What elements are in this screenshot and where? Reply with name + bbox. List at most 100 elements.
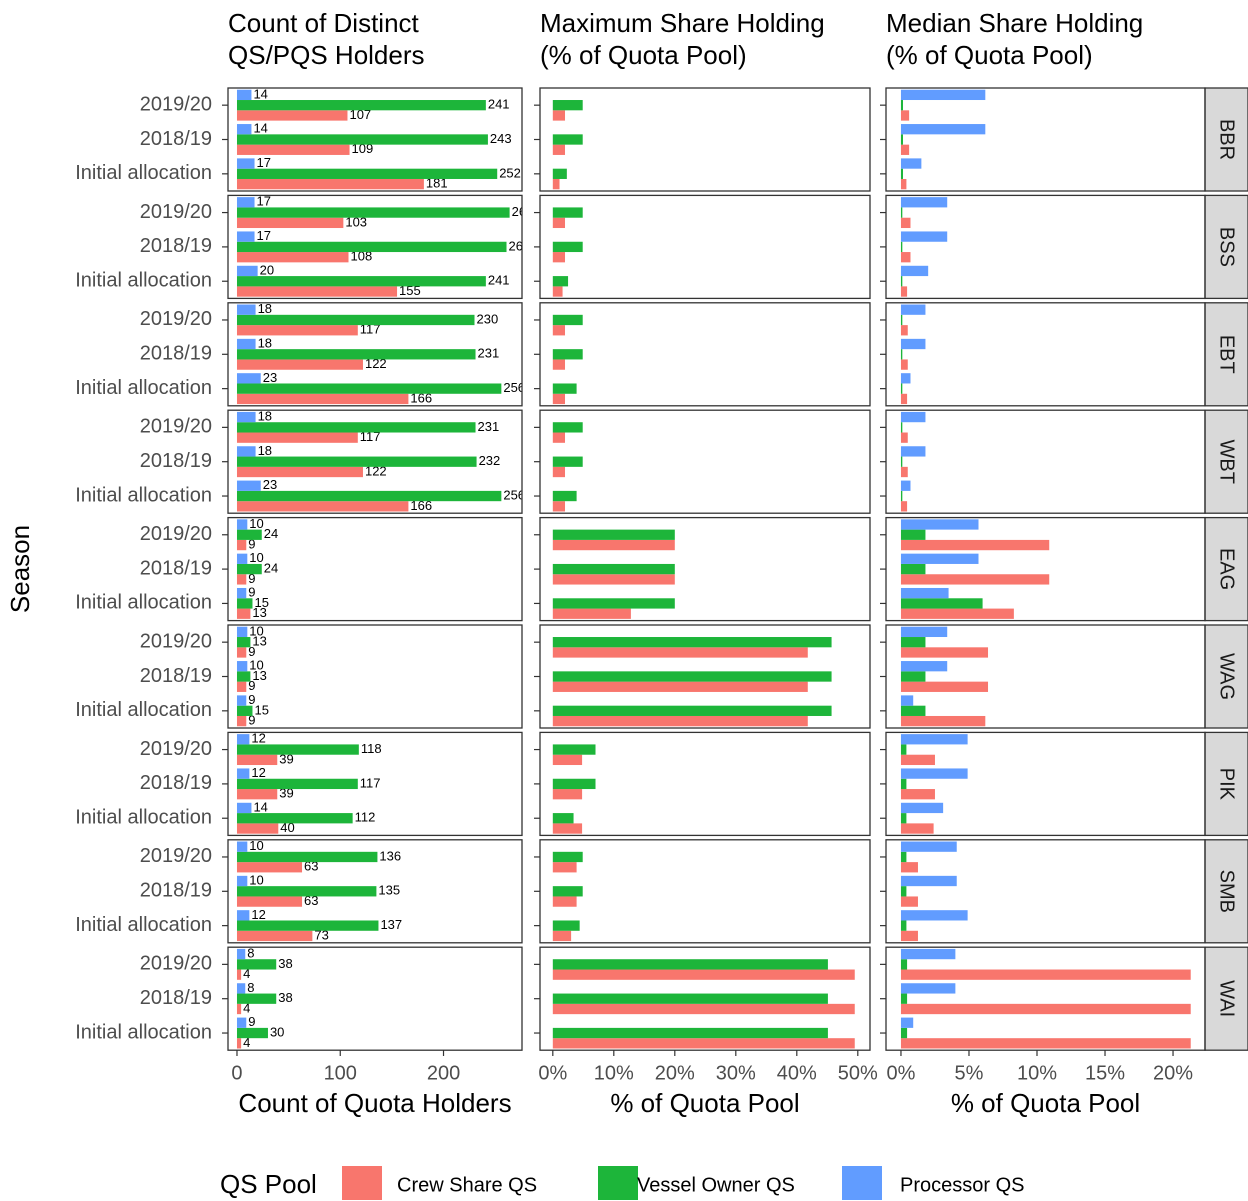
bar [552, 886, 583, 897]
bar [900, 1027, 908, 1039]
value-label: 18 [258, 443, 272, 458]
bar [900, 325, 908, 336]
y-tick-label: 2018/19 [140, 557, 212, 579]
y-tick-label: 2019/20 [140, 93, 212, 115]
legend-label: Crew Share QS [397, 1174, 537, 1196]
bar [552, 930, 572, 942]
facet-panel [552, 314, 583, 405]
bar [900, 432, 908, 443]
bar [900, 734, 968, 745]
bar [552, 920, 580, 931]
bar [236, 529, 262, 540]
bar [236, 598, 253, 609]
bar [552, 789, 583, 800]
bar [900, 276, 903, 287]
y-tick-label: Initial allocation [75, 1021, 212, 1043]
bar [552, 144, 566, 155]
bar [900, 100, 904, 111]
panel-border [539, 87, 871, 192]
panel-border [539, 409, 871, 514]
value-label: 256 [503, 380, 525, 395]
bar [900, 744, 907, 755]
bar [236, 930, 313, 942]
value-label: 264 [512, 204, 534, 219]
bar [900, 851, 907, 863]
bar [236, 325, 358, 336]
bar [900, 930, 918, 942]
bar [236, 563, 262, 575]
facet-label: WBT [1216, 439, 1238, 483]
bar [900, 948, 956, 960]
legend-label: Processor QS [900, 1174, 1024, 1196]
bar [236, 875, 248, 887]
bar [236, 637, 251, 648]
facet-panel: 103 108 155 264 261 241 17 17 20 [236, 195, 534, 298]
bar [900, 862, 918, 873]
bar [900, 587, 949, 599]
bar [236, 349, 476, 360]
bar [900, 1003, 1191, 1015]
value-label: 9 [248, 1014, 255, 1029]
facet-label: EAG [1216, 548, 1238, 590]
y-axis-title: Season [5, 525, 35, 613]
value-label: 63 [304, 859, 318, 874]
value-label: 73 [314, 927, 328, 942]
bar [236, 252, 349, 263]
value-label: 10 [249, 838, 263, 853]
facet-panel [900, 304, 926, 405]
bar [900, 705, 926, 716]
panel-border [885, 946, 1206, 1051]
bar [552, 539, 675, 551]
legend-title: QS Pool [220, 1169, 317, 1199]
bar [552, 744, 596, 755]
bar [552, 207, 583, 218]
x-axis-title: Count of Quota Holders [238, 1088, 511, 1118]
bar [236, 124, 252, 135]
panel-border [539, 194, 871, 300]
panel-border [227, 946, 523, 1051]
bar [236, 393, 409, 405]
bar [900, 1017, 914, 1028]
panel-border [885, 409, 1206, 514]
value-label: 155 [399, 283, 421, 298]
value-label: 108 [351, 249, 373, 264]
value-label: 14 [253, 121, 267, 136]
value-label: 13 [252, 668, 266, 683]
bar [900, 529, 926, 540]
panel-border [539, 302, 871, 407]
value-label: 20 [260, 262, 274, 277]
x-tick-label: 20% [655, 1062, 695, 1084]
bar [900, 1038, 1191, 1049]
x-tick-label: 200 [427, 1062, 460, 1084]
bar [236, 338, 256, 350]
value-label: 4 [243, 1000, 250, 1015]
value-label: 14 [253, 799, 267, 814]
bar [236, 1017, 247, 1028]
value-label: 9 [248, 537, 255, 552]
bar [900, 286, 908, 297]
bar [900, 671, 926, 682]
value-label: 122 [365, 463, 387, 478]
bar [900, 446, 926, 457]
x-tick-label: 0 [231, 1062, 242, 1084]
panel-border [227, 731, 523, 837]
value-label: 40 [280, 820, 294, 835]
bar [552, 1003, 855, 1015]
bar [552, 422, 583, 433]
facet-panel: 63 63 73 136 135 137 10 10 12 [236, 838, 402, 942]
bar [236, 501, 409, 512]
bar [552, 100, 583, 111]
bar [552, 993, 828, 1004]
y-tick-label: Initial allocation [75, 914, 212, 936]
bar [900, 993, 908, 1004]
value-label: 241 [488, 273, 510, 288]
bar [552, 637, 832, 648]
bar [236, 813, 353, 824]
bar [236, 110, 348, 121]
bar [552, 1038, 855, 1049]
facet-panel: 117 122 166 230 231 256 18 18 23 [236, 303, 525, 405]
y-tick-label: 2018/19 [140, 665, 212, 687]
facet-panel [552, 637, 832, 727]
bar [236, 158, 255, 169]
y-tick-label: 2019/20 [140, 630, 212, 652]
